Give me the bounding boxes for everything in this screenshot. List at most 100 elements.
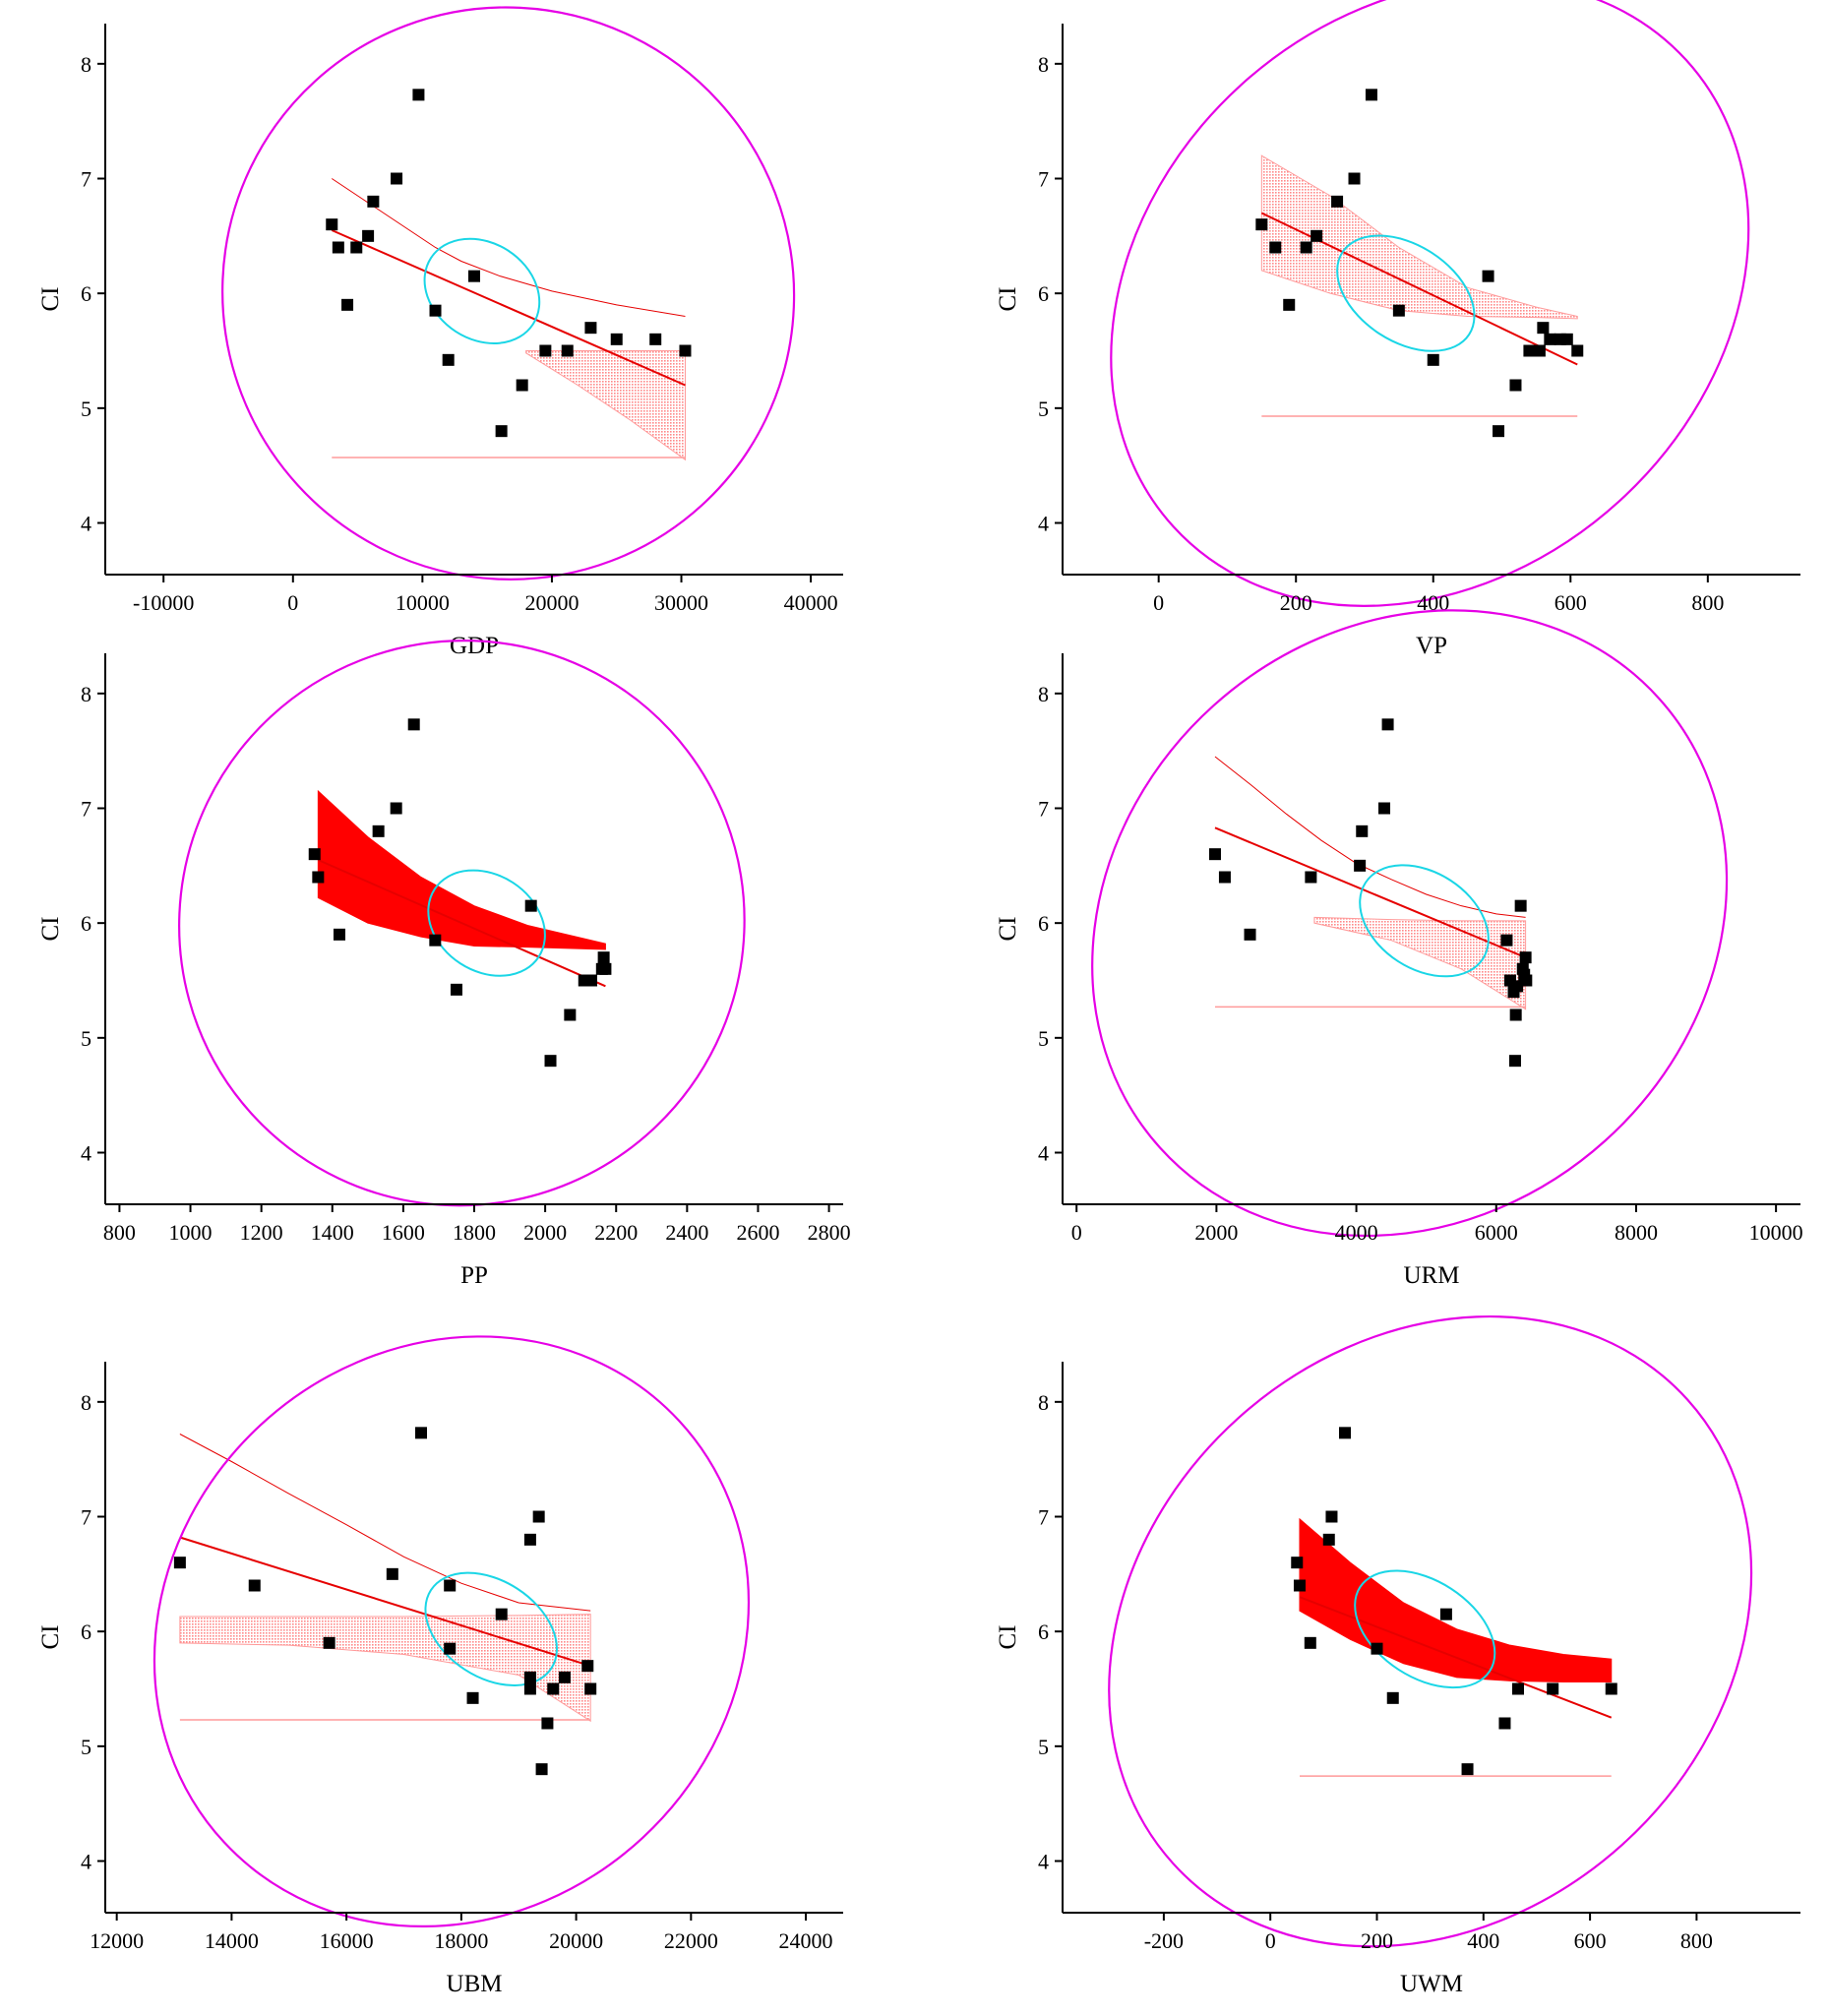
upper-prediction-curve: [179, 1434, 591, 1612]
y-axis-title: CI: [995, 287, 1021, 312]
data-point: [584, 1682, 597, 1695]
data-point: [1514, 899, 1527, 912]
outer-confidence-ellipse: [1110, 0, 1750, 607]
data-point: [524, 899, 537, 912]
y-tick-label: 8: [81, 52, 91, 77]
x-tick-label: 600: [1574, 1928, 1607, 1953]
data-point: [535, 1763, 548, 1776]
regression-line: [179, 1536, 591, 1668]
data-point: [1439, 1608, 1452, 1620]
regression-line: [1260, 212, 1578, 366]
data-point: [1544, 333, 1556, 345]
data-point: [248, 1579, 261, 1592]
y-axis-title: CI: [995, 917, 1021, 942]
x-tick-label: 2800: [808, 1220, 851, 1245]
outer-confidence-ellipse: [1108, 1314, 1753, 1948]
data-point: [173, 1557, 186, 1569]
x-tick-label: 14000: [205, 1928, 259, 1953]
data-point: [523, 1682, 536, 1695]
y-tick-label: 5: [81, 1026, 91, 1051]
data-point: [547, 1682, 560, 1695]
data-point: [541, 1717, 554, 1730]
regression-line: [331, 229, 686, 387]
data-point: [1508, 1055, 1521, 1068]
data-point: [1311, 229, 1323, 242]
data-point: [1533, 344, 1546, 357]
data-point: [390, 802, 402, 815]
data-point: [1482, 270, 1494, 282]
data-point: [1300, 241, 1312, 254]
data-point: [333, 928, 345, 941]
x-tick-label: -200: [1144, 1928, 1184, 1953]
chart-panel-pp: 800 1000 1200 1400 1600 1800 2000 2200 2400 2600 2…: [37, 640, 851, 1289]
x-tick-label: 22000: [664, 1928, 718, 1953]
data-point: [386, 1567, 398, 1580]
data-point: [1392, 304, 1405, 317]
y-tick-label: 4: [1038, 512, 1049, 536]
y-tick-label: 5: [81, 397, 91, 421]
data-point: [495, 1608, 508, 1620]
x-axis-title: URM: [1404, 1262, 1460, 1289]
data-point: [1304, 1636, 1316, 1649]
y-axis-title: CI: [37, 287, 64, 312]
x-tick-label: 1600: [382, 1220, 425, 1245]
y-tick-label: 6: [81, 911, 91, 936]
data-point: [367, 195, 380, 208]
x-axis-title: GDP: [450, 633, 499, 659]
data-point: [532, 1510, 545, 1523]
data-point: [1509, 379, 1522, 392]
x-tick-label: 10000: [1749, 1220, 1803, 1245]
x-axis-title: UBM: [447, 1971, 503, 1997]
x-tick-label: 1000: [169, 1220, 213, 1245]
outer-confidence-ellipse: [1091, 609, 1729, 1238]
data-point: [391, 172, 403, 185]
data-point: [1511, 1682, 1524, 1695]
data-point: [1244, 928, 1256, 941]
data-point: [312, 871, 325, 884]
data-point: [1354, 859, 1367, 872]
data-point: [581, 1660, 594, 1673]
y-axis-title: CI: [37, 917, 64, 942]
y-tick-label: 7: [1038, 167, 1049, 192]
data-point: [444, 1642, 457, 1655]
data-point: [1255, 218, 1268, 231]
y-tick-label: 5: [1038, 1735, 1049, 1759]
data-point: [584, 322, 597, 335]
data-point: [495, 425, 508, 438]
data-point: [599, 962, 612, 975]
confidence-band: [317, 789, 606, 950]
data-point: [1605, 1682, 1617, 1695]
inner-confidence-ellipse: [424, 1571, 558, 1686]
x-tick-label: 2000: [523, 1220, 567, 1245]
data-point: [1519, 951, 1532, 964]
y-tick-label: 8: [1038, 52, 1049, 77]
y-tick-label: 5: [1038, 1026, 1049, 1051]
data-point: [1427, 353, 1439, 366]
data-point: [1269, 241, 1282, 254]
x-tick-label: 20000: [549, 1928, 603, 1953]
confidence-band: [1260, 154, 1578, 320]
x-axis-title: PP: [460, 1262, 488, 1289]
data-point: [466, 1691, 479, 1704]
x-tick-label: 30000: [654, 590, 708, 615]
data-point: [561, 344, 574, 357]
x-tick-label: 2200: [594, 1220, 638, 1245]
data-point: [516, 379, 528, 392]
data-point: [1509, 1008, 1522, 1021]
data-point: [539, 344, 552, 357]
y-tick-label: 4: [1038, 1850, 1049, 1874]
data-point: [1498, 1717, 1511, 1730]
data-point: [1356, 825, 1369, 837]
x-tick-label: 2600: [736, 1220, 779, 1245]
upper-prediction-curve: [331, 178, 686, 317]
x-tick-label: 200: [1361, 1928, 1393, 1953]
x-tick-label: 0: [1071, 1220, 1082, 1245]
inner-confidence-ellipse: [1359, 864, 1490, 978]
data-point: [544, 1055, 557, 1068]
y-tick-label: 4: [81, 1850, 91, 1874]
data-point: [1537, 322, 1550, 335]
data-point: [558, 1671, 571, 1683]
x-tick-label: 4000: [1335, 1220, 1378, 1245]
